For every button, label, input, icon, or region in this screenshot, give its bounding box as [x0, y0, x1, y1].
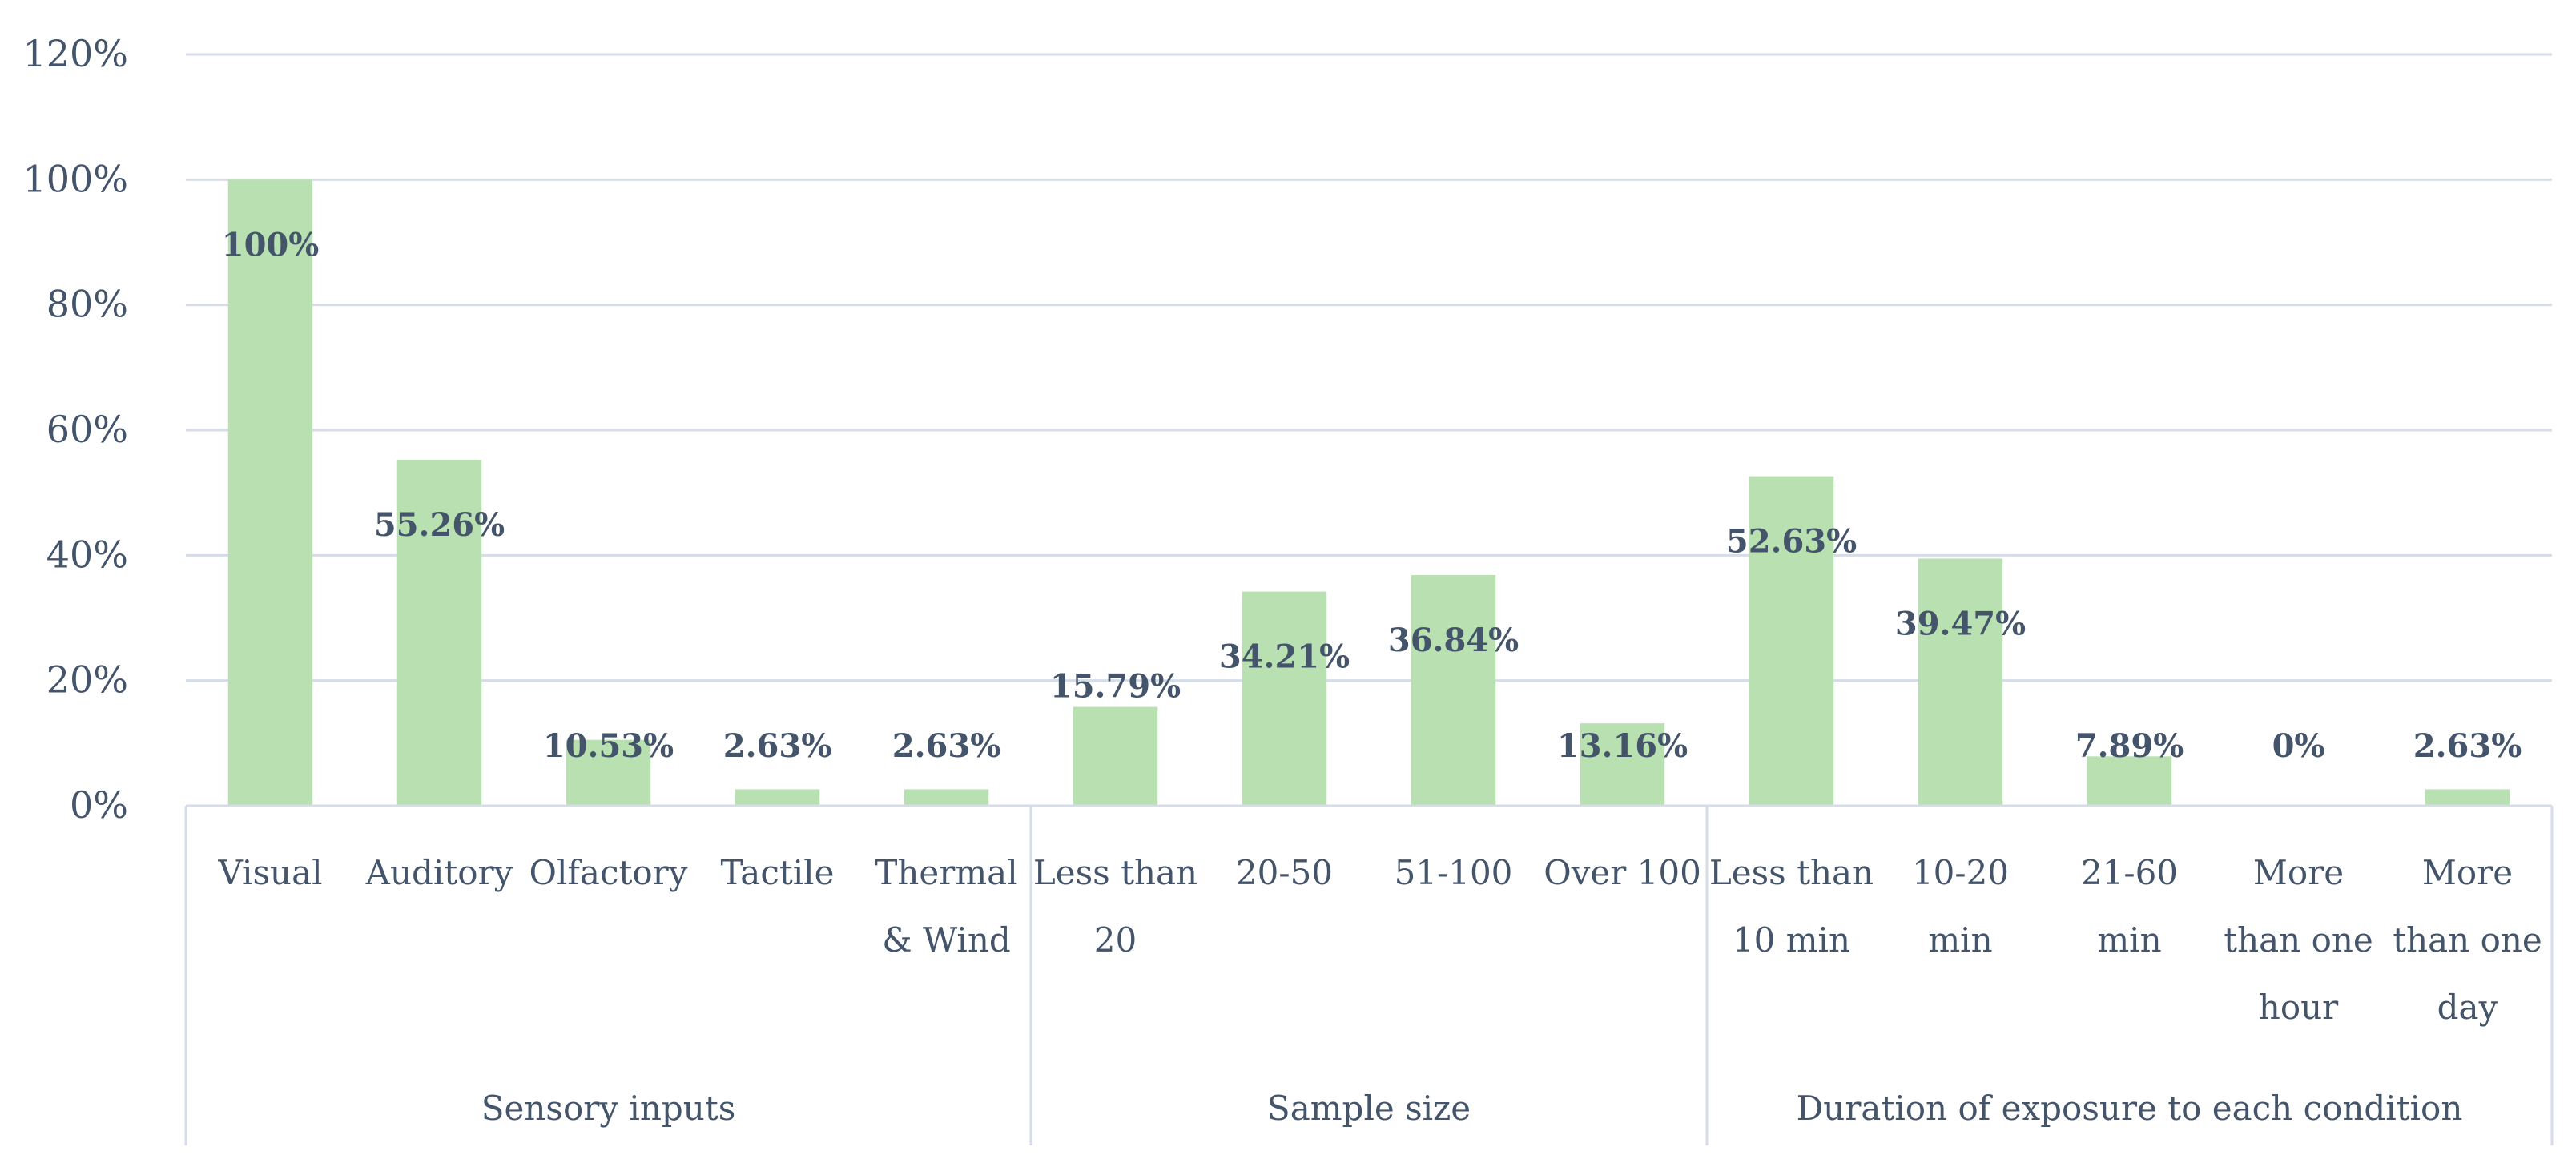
- bars: [227, 179, 2510, 807]
- bar: [904, 789, 989, 806]
- category-label: 20-50: [1236, 853, 1333, 892]
- data-label: 13.16%: [1557, 727, 1688, 765]
- y-tick-label: 60%: [46, 408, 128, 451]
- group-label: Sample size: [1267, 1089, 1471, 1128]
- y-tick-label: 20%: [46, 658, 128, 702]
- y-tick-label: 40%: [46, 533, 128, 576]
- bar: [1242, 591, 1327, 806]
- category-label: More: [2422, 853, 2513, 892]
- bar: [396, 460, 482, 806]
- category-label: & Wind: [882, 920, 1011, 960]
- gridlines: [186, 53, 2552, 682]
- category-label: Less than: [1709, 853, 1874, 892]
- bar: [566, 739, 651, 806]
- bar: [2087, 756, 2172, 806]
- category-label: day: [2437, 988, 2498, 1027]
- category-label: Tactile: [721, 853, 835, 892]
- data-label: 100%: [222, 226, 320, 264]
- category-label: 21-60: [2081, 853, 2178, 892]
- bar: [1918, 558, 2003, 806]
- data-labels: 100% 55.26% 10.53% 2.63% 2.63% 15.79% 34.21% 36…: [222, 226, 2522, 765]
- bar: [1749, 476, 1834, 806]
- category-label: min: [1928, 920, 1992, 960]
- bar: [2425, 789, 2510, 806]
- y-tick-label: 120%: [22, 32, 128, 75]
- category-label: Thermal: [875, 853, 1017, 892]
- data-label: 52.63%: [1726, 523, 1857, 561]
- data-label: 2.63%: [892, 727, 1000, 765]
- group-label: Duration of exposure to each condition: [1797, 1089, 2463, 1128]
- data-label: 10.53%: [543, 727, 674, 765]
- x-axis: Sensory inputs Sample size Duration of exp…: [184, 804, 2554, 1145]
- category-label: 20: [1094, 920, 1137, 960]
- data-label: 39.47%: [1895, 605, 2026, 642]
- category-label: Auditory: [365, 853, 513, 892]
- category-label: Less than: [1033, 853, 1197, 892]
- data-label: 2.63%: [2413, 727, 2522, 765]
- data-label: 36.84%: [1388, 622, 1519, 659]
- data-label: 15.79%: [1050, 668, 1181, 706]
- y-tick-label: 80%: [46, 283, 128, 326]
- data-label: 2.63%: [723, 727, 831, 765]
- category-label: min: [2097, 920, 2161, 960]
- category-label: hour: [2259, 988, 2339, 1027]
- bar: [1580, 723, 1665, 806]
- bar: [227, 179, 313, 807]
- bar: [735, 789, 820, 806]
- category-label: 10-20: [1912, 853, 2009, 892]
- category-label: 51-100: [1395, 853, 1513, 892]
- category-label: 10 min: [1733, 920, 1850, 960]
- category-label: More: [2253, 853, 2344, 892]
- category-label: Visual: [217, 853, 322, 892]
- group-label: Sensory inputs: [481, 1089, 736, 1128]
- category-label: Over 100: [1544, 853, 1701, 892]
- category-label: than one: [2224, 920, 2373, 960]
- data-label: 0%: [2272, 727, 2325, 765]
- category-label: than one: [2393, 920, 2542, 960]
- y-tick-label: 0%: [70, 783, 128, 827]
- bar: [1073, 706, 1158, 806]
- data-label: 34.21%: [1219, 638, 1350, 676]
- y-tick-label: 100%: [22, 157, 128, 200]
- category-label: Olfactory: [529, 853, 688, 892]
- data-label: 7.89%: [2075, 727, 2184, 765]
- y-axis: 0% 20% 40% 60% 80% 100% 120%: [22, 32, 128, 827]
- data-label: 55.26%: [374, 506, 505, 544]
- bar: [1411, 575, 1496, 806]
